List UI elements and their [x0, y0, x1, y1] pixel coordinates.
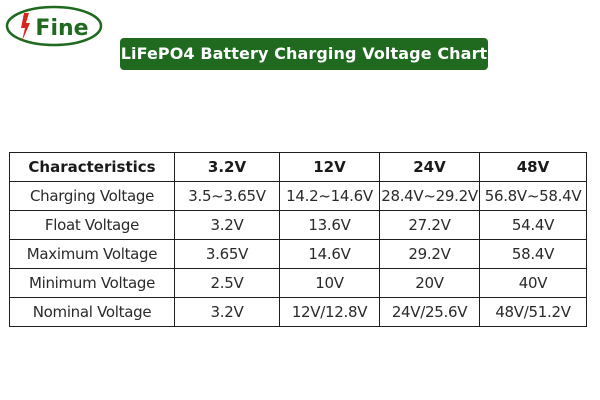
table-cell: 40V	[479, 268, 587, 298]
table-cell: 14.6V	[279, 239, 380, 269]
table-cell: 3.2V	[174, 210, 280, 240]
ufine-logo-icon: Fine	[5, 5, 103, 47]
table-cell: 20V	[379, 268, 480, 298]
page-title: LiFePO4 Battery Charging Voltage Chart	[120, 38, 488, 70]
voltage-table: Characteristics 3.2V 12V 24V 48V Chargin…	[9, 152, 587, 327]
header-24v: 24V	[379, 152, 480, 182]
table-cell: 12V/12.8V	[279, 297, 380, 327]
row-label: Maximum Voltage	[9, 239, 175, 269]
header-12v: 12V	[279, 152, 380, 182]
table-cell: 48V/51.2V	[479, 297, 587, 327]
table-row: Float Voltage 3.2V 13.6V 27.2V 54.4V	[9, 210, 587, 240]
svg-text:Fine: Fine	[35, 16, 88, 41]
header-characteristics: Characteristics	[9, 152, 175, 182]
table-row: Nominal Voltage 3.2V 12V/12.8V 24V/25.6V…	[9, 297, 587, 327]
table-cell: 2.5V	[174, 268, 280, 298]
table-cell: 13.6V	[279, 210, 380, 240]
table-row: Charging Voltage 3.5~3.65V 14.2~14.6V 28…	[9, 181, 587, 211]
table-cell: 58.4V	[479, 239, 587, 269]
table-cell: 3.2V	[174, 297, 280, 327]
row-label: Float Voltage	[9, 210, 175, 240]
table-cell: 54.4V	[479, 210, 587, 240]
table-cell: 24V/25.6V	[379, 297, 480, 327]
table-cell: 28.4V~29.2V	[379, 181, 480, 211]
row-label: Charging Voltage	[9, 181, 175, 211]
table-cell: 3.5~3.65V	[174, 181, 280, 211]
row-label: Nominal Voltage	[9, 297, 175, 327]
table-cell: 10V	[279, 268, 380, 298]
header-3-2v: 3.2V	[174, 152, 280, 182]
table-cell: 3.65V	[174, 239, 280, 269]
table-row: Maximum Voltage 3.65V 14.6V 29.2V 58.4V	[9, 239, 587, 269]
table-cell: 27.2V	[379, 210, 480, 240]
ufine-logo: Fine	[4, 4, 104, 48]
table-cell: 14.2~14.6V	[279, 181, 380, 211]
table-cell: 56.8V~58.4V	[479, 181, 587, 211]
row-label: Minimum Voltage	[9, 268, 175, 298]
table-row: Minimum Voltage 2.5V 10V 20V 40V	[9, 268, 587, 298]
table-cell: 29.2V	[379, 239, 480, 269]
header-48v: 48V	[479, 152, 587, 182]
table-header-row: Characteristics 3.2V 12V 24V 48V	[9, 152, 587, 182]
